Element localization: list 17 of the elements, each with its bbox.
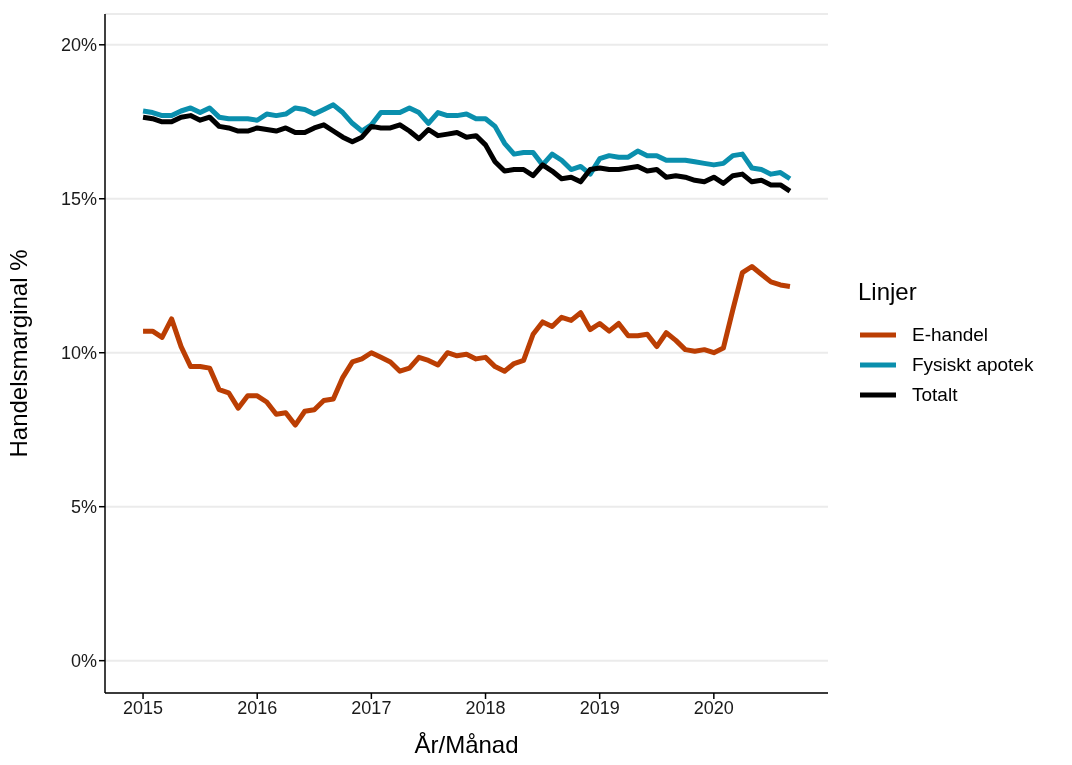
y-tick-label: 20% <box>60 35 97 56</box>
y-tick-label: 15% <box>60 189 97 210</box>
y-axis-title: Handelsmarginal % <box>4 249 32 458</box>
x-axis-title: År/Månad <box>414 731 519 758</box>
y-tick-label: 10% <box>60 343 97 364</box>
legend-label: E-handel <box>912 324 989 346</box>
x-tick-label: 2015 <box>123 697 164 718</box>
legend-label: Fysiskt apotek <box>912 354 1034 376</box>
x-tick-label: 2016 <box>237 697 278 718</box>
y-tick-label: 5% <box>70 497 97 518</box>
y-tick-label: 0% <box>70 651 97 672</box>
x-tick-label: 2020 <box>693 697 734 718</box>
x-tick-label: 2017 <box>351 697 392 718</box>
legend-title: Linjer <box>858 278 918 306</box>
x-tick-label: 2019 <box>579 697 620 718</box>
x-tick-label: 2018 <box>465 697 506 718</box>
legend-label: Totalt <box>912 384 958 406</box>
